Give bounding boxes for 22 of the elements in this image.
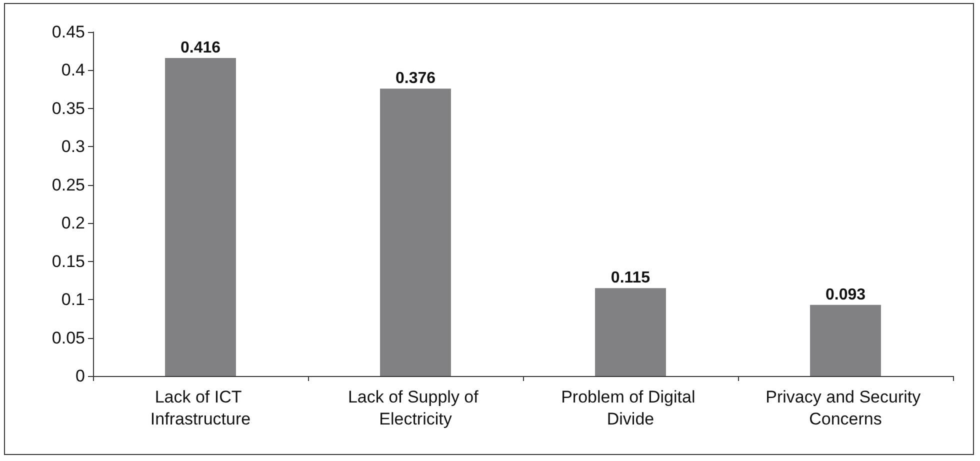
data-label: 0.115 (610, 270, 650, 287)
y-tick-label: 0.1 (61, 290, 85, 310)
bar (380, 88, 451, 376)
bar (810, 304, 881, 376)
bar (595, 288, 666, 376)
y-tick-label: 0.35 (52, 98, 85, 118)
x-tick-label: Lack of Supply of Electricity (348, 388, 484, 428)
data-label: 0.416 (180, 39, 221, 56)
y-tick-label: 0.15 (52, 252, 85, 271)
y-tick-label: 0.2 (61, 214, 85, 233)
y-tick-label: 0.25 (52, 175, 85, 194)
bar (165, 58, 236, 376)
data-label: 0.376 (395, 70, 436, 88)
x-tick-label: Privacy and Security Concerns (766, 388, 926, 428)
data-label: 0.093 (825, 286, 866, 304)
x-tick-label: Lack of ICT Infrastructure (150, 388, 251, 428)
y-tick-label: 0.4 (61, 60, 85, 80)
x-tick-label: Problem of Digital Divide (561, 388, 700, 428)
y-tick-label: 0.3 (61, 137, 85, 156)
y-tick-label: 0 (76, 366, 85, 386)
y-tick-label: 0.45 (52, 22, 85, 42)
y-tick-label: 0.05 (52, 328, 85, 348)
